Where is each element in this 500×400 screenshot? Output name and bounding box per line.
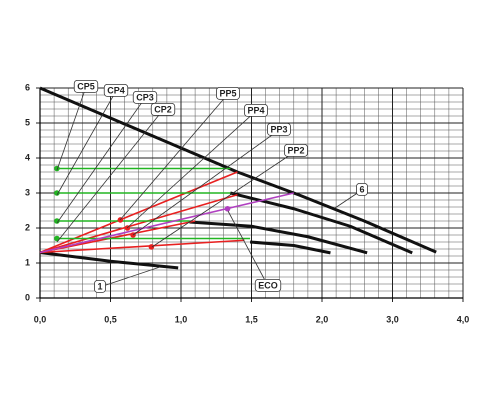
- leader-line: [56, 86, 87, 171]
- x-tick-label: 3,0: [386, 314, 399, 324]
- x-tick-label: 0,5: [104, 314, 117, 324]
- y-tick-label: 0: [25, 292, 30, 302]
- curve-label: PP4: [247, 105, 264, 115]
- curve-label: ECO: [258, 280, 278, 290]
- leader-line: [56, 109, 164, 243]
- y-tick-label: 5: [25, 117, 30, 127]
- label-box: [244, 103, 268, 117]
- curve-label: CP2: [154, 104, 172, 114]
- curve: [39, 193, 238, 254]
- x-tick-label: 1,0: [175, 314, 188, 324]
- label-box: [94, 279, 106, 293]
- label-box: [216, 86, 240, 100]
- x-tick-label: 1,5: [245, 314, 258, 324]
- curve: [189, 220, 368, 255]
- curve-label: PP5: [219, 88, 236, 98]
- curve: [249, 240, 331, 255]
- marker: [224, 205, 231, 212]
- leader-line: [151, 150, 297, 248]
- leader-line: [56, 90, 117, 196]
- marker: [54, 235, 60, 242]
- leader-line: [132, 129, 280, 236]
- curve-label: 6: [359, 184, 364, 194]
- label-box: [284, 143, 308, 157]
- curve: [39, 86, 437, 254]
- curve-label: CP3: [136, 92, 154, 102]
- y-tick-label: 1: [25, 257, 30, 267]
- label-box: [132, 90, 158, 104]
- leader-line: [119, 93, 229, 221]
- label-box: [267, 122, 291, 136]
- label-box: [73, 79, 99, 93]
- x-tick-label: 2,0: [316, 314, 329, 324]
- label-box: [356, 182, 368, 196]
- curve: [39, 251, 179, 270]
- leader-line: [227, 210, 269, 287]
- leader-line: [126, 110, 257, 229]
- leader-line: [99, 266, 161, 288]
- curve-label: 1: [97, 281, 102, 291]
- x-tick-label: 0,0: [34, 314, 47, 324]
- marker: [54, 190, 60, 196]
- label-box: [254, 278, 282, 292]
- y-tick-label: 2: [25, 222, 30, 232]
- curve-label: PP3: [270, 124, 287, 134]
- label-box: [150, 102, 176, 116]
- y-tick-label: 3: [25, 187, 30, 197]
- y-tick-label: 6: [25, 82, 30, 92]
- curve-label: PP2: [287, 145, 304, 155]
- curve-label: CP4: [107, 85, 125, 95]
- curve: [39, 239, 245, 254]
- curve-label: CP5: [77, 81, 95, 91]
- marker: [148, 244, 155, 250]
- y-tick-label: 4: [25, 152, 30, 162]
- marker: [54, 165, 60, 172]
- label-box: [103, 83, 129, 97]
- leader-line: [56, 97, 146, 224]
- x-tick-label: 4,0: [457, 314, 470, 324]
- marker: [54, 218, 60, 224]
- curve: [39, 192, 294, 254]
